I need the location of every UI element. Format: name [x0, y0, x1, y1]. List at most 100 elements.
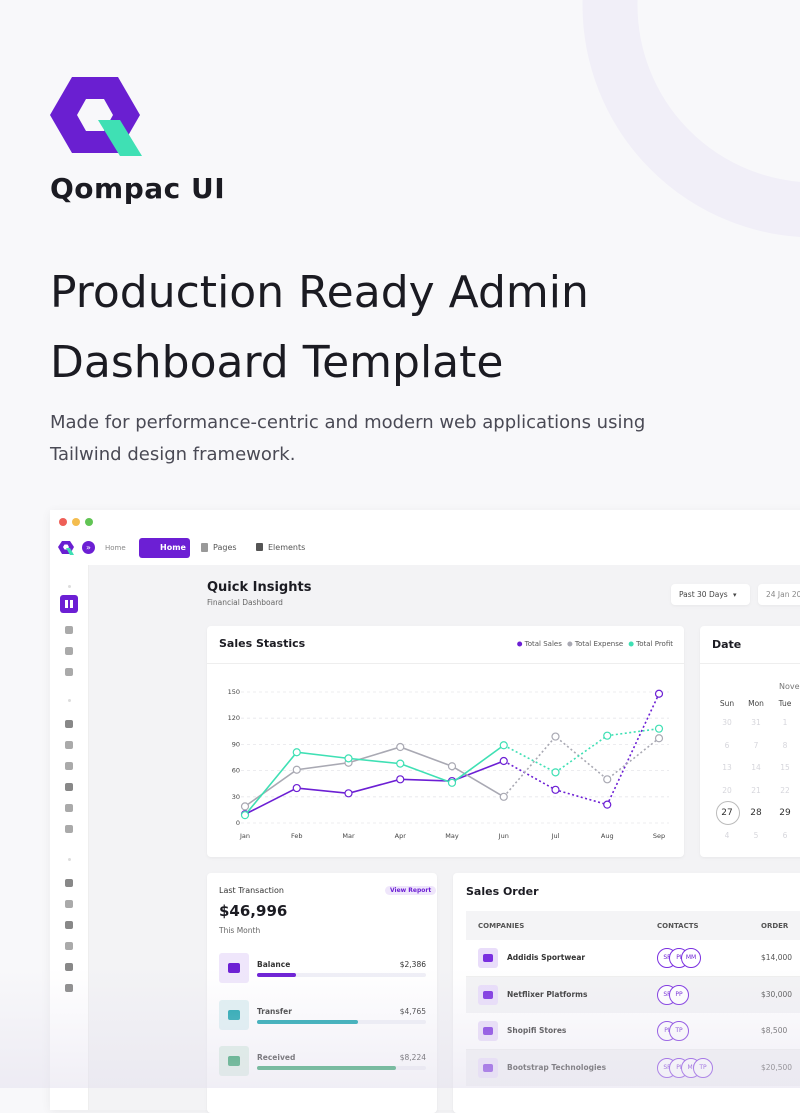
calendar-month: Nove	[779, 682, 800, 691]
y-tick-label: 150	[228, 688, 240, 696]
sidebar-icon	[67, 698, 71, 702]
company-glyph	[483, 1064, 493, 1073]
point	[240, 802, 250, 811]
divider	[700, 663, 800, 664]
point	[499, 756, 508, 766]
nav-tab-label[interactable]: Elements	[268, 543, 306, 552]
x-tick-label: Sep	[653, 832, 665, 840]
sidebar-icon[interactable]	[65, 825, 73, 833]
sidebar-icon[interactable]	[65, 804, 73, 812]
company-icon	[478, 1058, 498, 1079]
sidebar-icon[interactable]	[65, 741, 73, 749]
sidebar-icon[interactable]	[65, 879, 73, 887]
point	[396, 742, 405, 752]
description-line: Made for performance-centric and modern …	[50, 412, 646, 433]
sidebar-icon[interactable]	[65, 900, 73, 908]
sidebar-icon[interactable]	[65, 783, 73, 791]
point	[551, 785, 560, 794]
description-line: Tailwind design framework.	[50, 444, 296, 465]
sidebar-icon[interactable]	[65, 626, 73, 634]
line-dashed	[503, 693, 660, 806]
sidebar-icon[interactable]	[65, 762, 73, 770]
point	[447, 762, 457, 771]
sidebar-icon[interactable]	[65, 942, 73, 950]
contact-avatar[interactable]: PP	[669, 984, 689, 1005]
x-tick-label: Jun	[498, 832, 509, 840]
sidebar	[50, 565, 89, 1110]
sidebar-icon[interactable]	[65, 963, 73, 971]
sidebar-icon[interactable]	[65, 921, 73, 929]
date-input[interactable]: 24 Jan 20	[758, 584, 800, 605]
legend-swatch	[628, 641, 634, 647]
page-subtitle: Financial Dashboard	[207, 598, 283, 607]
company-name: Netflixer Platforms	[507, 989, 588, 999]
page-title: Quick Insights	[207, 580, 312, 595]
range-select[interactable]: Past 30 Days ▾	[671, 584, 750, 605]
order-value: $14,000	[761, 953, 793, 962]
point	[447, 778, 457, 787]
line-dashed	[503, 727, 660, 774]
company-icon	[478, 948, 498, 968]
sidebar-icon[interactable]	[60, 595, 78, 613]
nav-tab-active[interactable]	[139, 538, 190, 558]
company-name: Addidis Sportwear	[507, 953, 586, 962]
sidebar-icon-glyph	[65, 600, 73, 608]
nav-tab-label[interactable]: Home	[160, 543, 186, 552]
chart: 0 30 60 90 120 150 Jan Feb Mar Apr May Jun Jul Aug Sep…	[228, 640, 674, 840]
x-tick-label: Feb	[291, 832, 303, 840]
hero-title-line: Production Ready Admin	[50, 267, 589, 318]
company-glyph	[483, 990, 493, 999]
date-input-text[interactable]: 24 Jan 20	[766, 590, 800, 599]
range-select-label[interactable]: Past 30 Days	[679, 590, 728, 599]
sales-card: Sales Stastics 0 30 60 90 120 150 Jan Feb Mar Apr…	[207, 626, 684, 857]
line	[244, 744, 505, 816]
hero-title-line: Dashboard Template	[50, 337, 504, 388]
table-header	[466, 911, 800, 940]
expand-button[interactable]: »	[82, 541, 95, 554]
contact-avatar[interactable]: MM	[681, 948, 701, 968]
brand-name: Qompac UI	[50, 172, 226, 205]
sidebar-icon[interactable]	[65, 984, 73, 992]
point	[292, 748, 301, 757]
item-icon	[219, 953, 249, 983]
progress-bar	[257, 1019, 359, 1024]
item-label: Transfer	[257, 1006, 292, 1016]
nav-tab-label[interactable]: Pages	[213, 543, 237, 552]
contact-avatar[interactable]: TP	[669, 1021, 689, 1042]
selected-day-ring	[716, 801, 740, 825]
y-tick-label: 60	[232, 767, 240, 775]
sidebar-icon[interactable]	[65, 720, 73, 728]
sidebar-icon[interactable]	[65, 647, 73, 655]
logo	[50, 77, 142, 156]
item-value: $2,386	[399, 960, 426, 969]
y-tick-label: 30	[232, 793, 240, 801]
window-dot	[85, 518, 93, 526]
point	[396, 775, 405, 784]
point	[654, 724, 664, 733]
point	[654, 689, 664, 698]
line	[244, 746, 505, 808]
window-dot	[72, 518, 80, 526]
item-glyph	[228, 1056, 240, 1066]
divider	[207, 663, 684, 664]
contact-avatar[interactable]: TP	[693, 1058, 713, 1079]
item-label: Balance	[257, 960, 291, 969]
x-tick-label: Jan	[239, 832, 250, 840]
y-tick-label: 90	[232, 740, 240, 748]
point	[603, 800, 612, 809]
nav-icon	[256, 543, 263, 551]
sidebar-icon	[67, 857, 71, 861]
point	[499, 792, 508, 801]
point	[603, 775, 612, 784]
point	[240, 811, 250, 820]
legend-swatch	[567, 641, 573, 647]
x-tick-label: Aug	[601, 832, 614, 840]
date-card: Date Nove Sun Mon Tue 30 31 1 6 7 8 13 14 15 20 21 22 2…	[700, 626, 800, 857]
view-report-button[interactable]: View Report	[385, 886, 437, 895]
column-header: ORDER	[761, 922, 789, 930]
legend-swatch	[517, 641, 523, 647]
company-icon	[478, 984, 498, 1005]
hero-title: Production Ready Admin Dashboard Templat…	[50, 258, 589, 398]
sidebar-icon[interactable]	[65, 668, 73, 676]
point	[344, 754, 353, 763]
